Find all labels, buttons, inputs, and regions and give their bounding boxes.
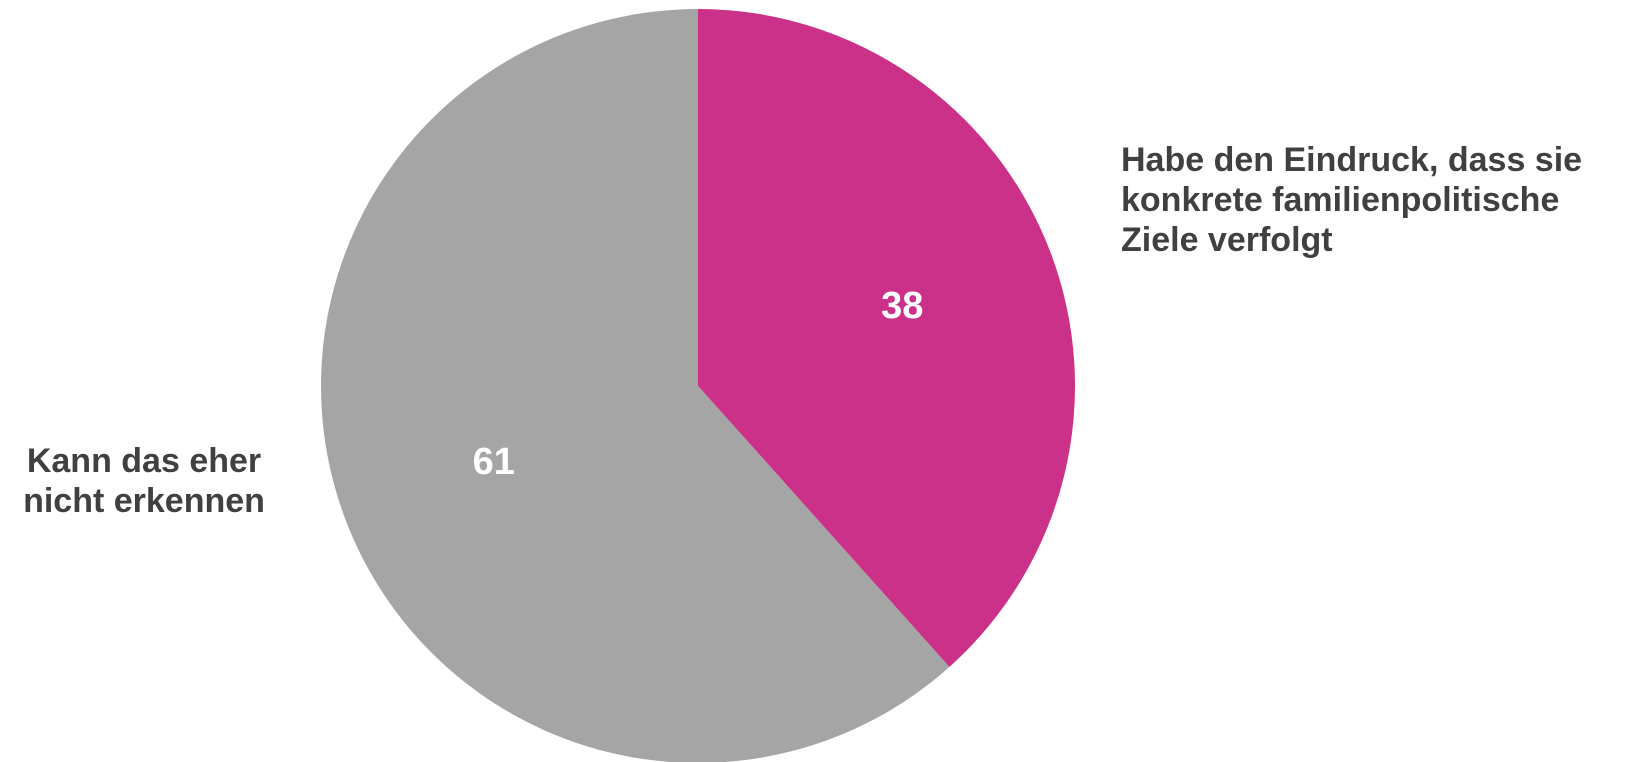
value-label: 61	[473, 441, 515, 483]
slice-label: Kann das eher nicht erkennen	[23, 442, 265, 520]
value-label: 38	[881, 285, 923, 327]
slice-label: Habe den Eindruck, dass sie konkrete fam…	[1121, 141, 1583, 259]
pie-slice	[698, 9, 1075, 667]
pie-slice	[321, 9, 950, 762]
